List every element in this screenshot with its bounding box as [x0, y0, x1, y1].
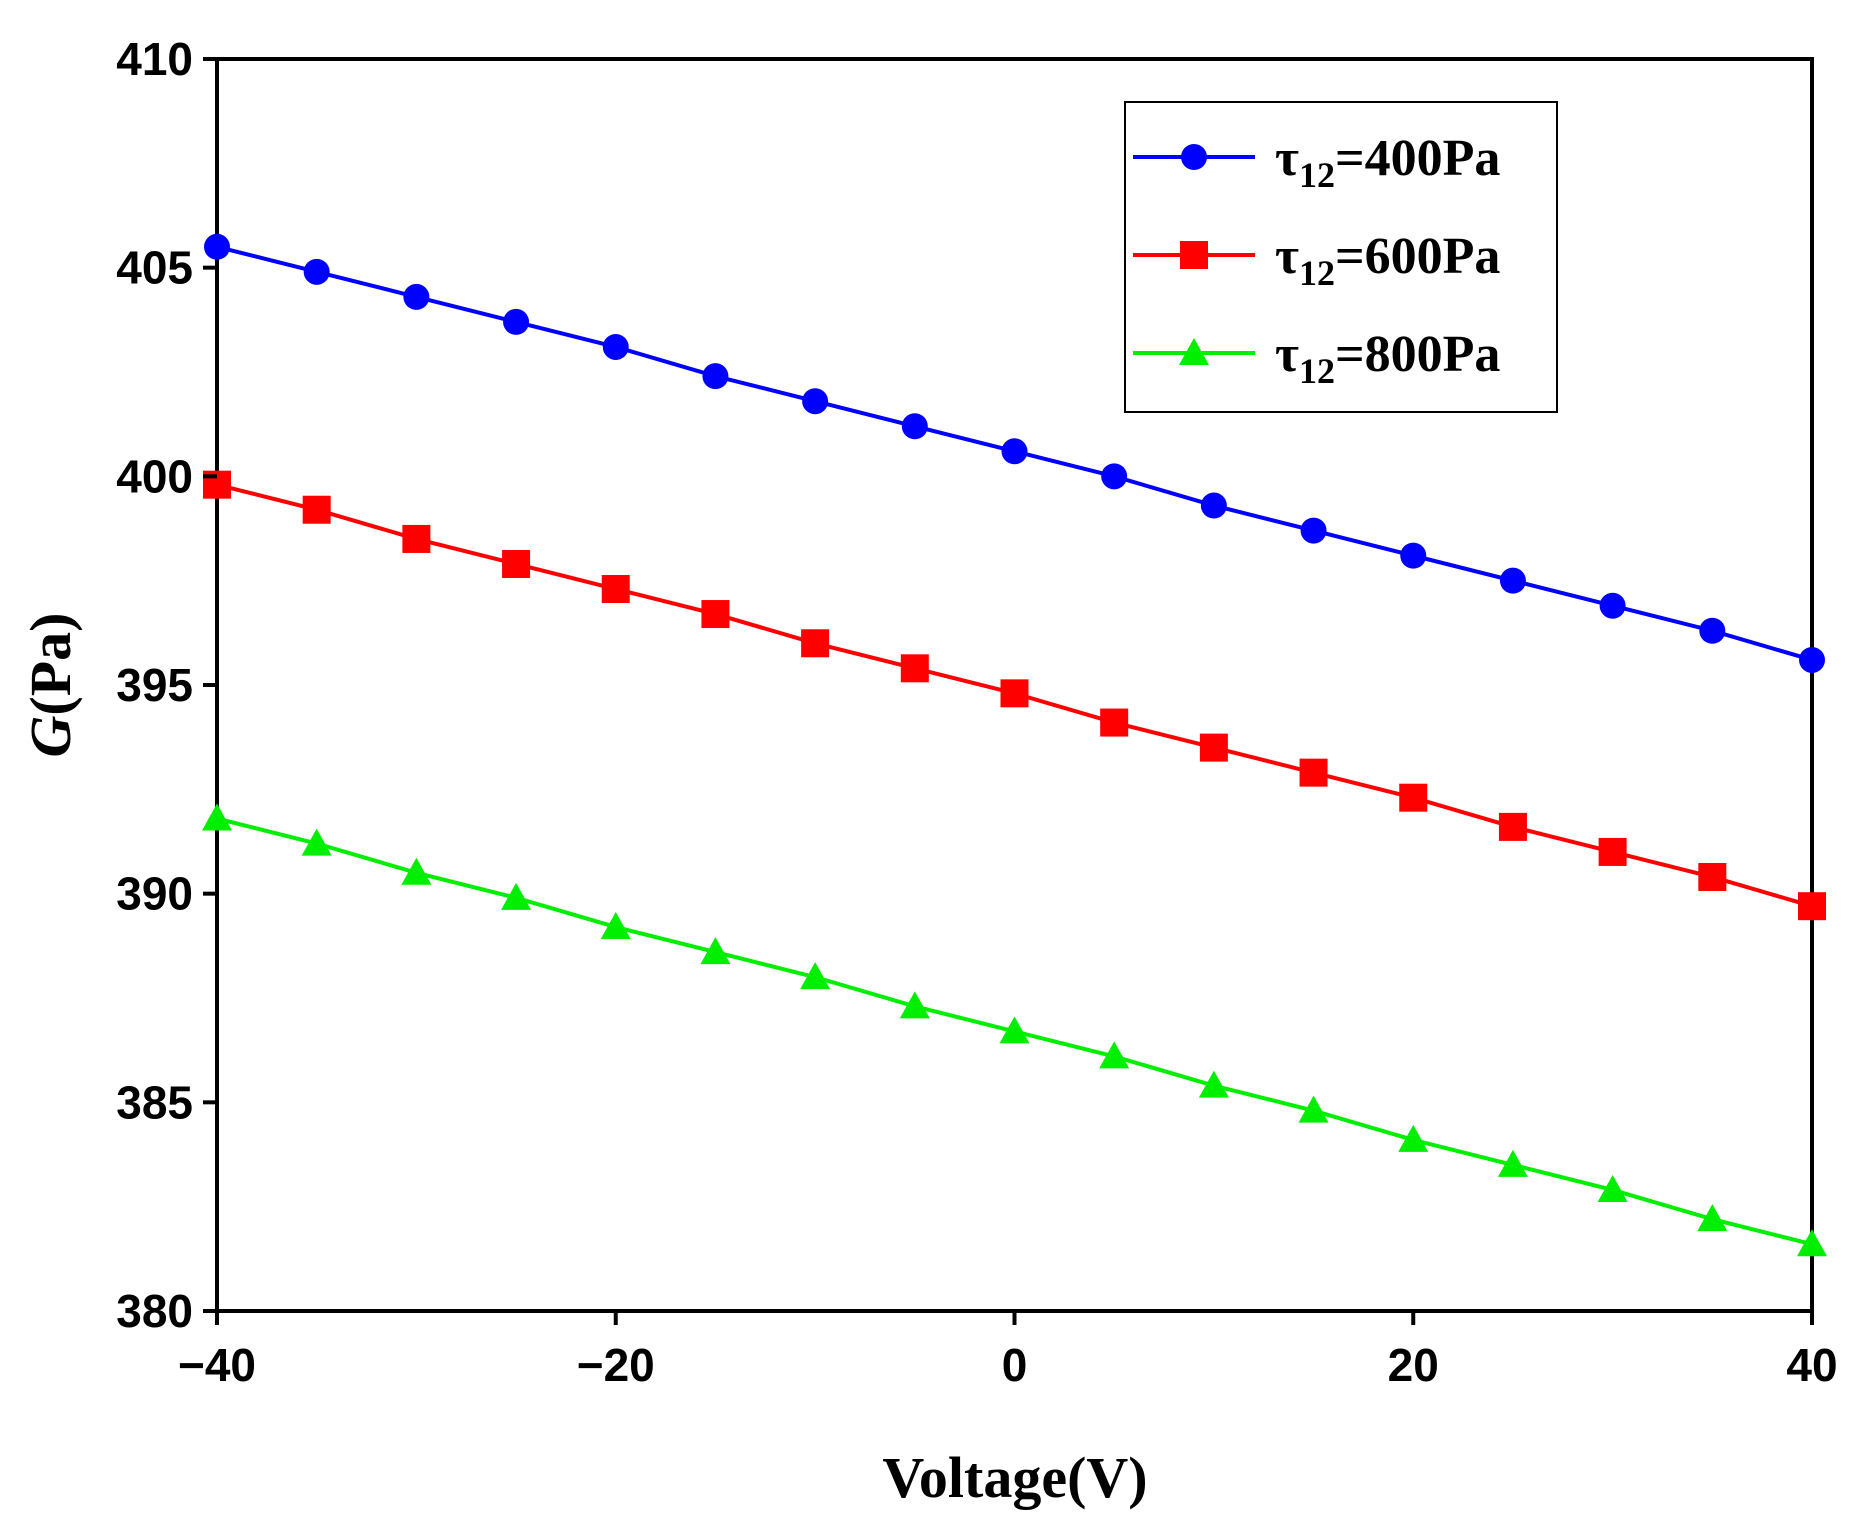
legend-marker — [1180, 241, 1208, 269]
data-point — [1499, 567, 1526, 594]
data-point — [1099, 1041, 1130, 1069]
data-point — [303, 258, 330, 285]
x-tick-label: 0 — [1002, 1339, 1028, 1391]
data-point — [204, 233, 230, 260]
data-point — [1198, 1070, 1229, 1098]
data-point — [1498, 812, 1527, 841]
legend-label-value: =600Pa — [1335, 228, 1500, 285]
y-tick-label: 395 — [116, 659, 193, 711]
series-square — [203, 470, 1826, 921]
data-point — [1400, 542, 1427, 569]
data-point — [800, 962, 831, 990]
series-layer — [202, 233, 1827, 1257]
legend-label-value: =400Pa — [1335, 130, 1500, 187]
legend-label-symbol: τ — [1275, 228, 1299, 285]
y-axis-title: G(Pa) — [18, 613, 83, 758]
data-point — [1598, 837, 1627, 866]
data-point — [802, 388, 829, 415]
series-triangle — [202, 803, 1827, 1257]
data-point — [600, 912, 631, 940]
data-point — [801, 629, 830, 658]
x-tick-label: 20 — [1388, 1339, 1439, 1391]
y-tick-label: 410 — [116, 33, 193, 85]
data-point — [1798, 892, 1826, 921]
y-tick-label: 380 — [116, 1285, 193, 1337]
x-tick-label: −20 — [577, 1339, 655, 1391]
legend-marker — [1179, 338, 1209, 365]
legend-label-symbol: τ — [1275, 326, 1299, 383]
data-point — [1100, 708, 1129, 737]
data-point — [1497, 1149, 1528, 1177]
data-point — [502, 549, 531, 578]
y-tick-label: 400 — [116, 450, 193, 502]
x-axis-title: Voltage(V) — [882, 1445, 1147, 1510]
data-point — [1699, 617, 1726, 644]
data-point — [602, 333, 629, 360]
data-point — [1001, 438, 1028, 465]
data-point — [1599, 592, 1626, 619]
y-axis-title-unit: (Pa) — [18, 613, 83, 716]
legend-label-symbol: τ — [1275, 130, 1299, 187]
data-point — [700, 937, 731, 965]
data-point — [900, 654, 929, 683]
data-point — [403, 283, 430, 310]
legend-label: τ12=400Pa — [1275, 130, 1500, 195]
legend-label-value: =800Pa — [1335, 326, 1500, 383]
legend-label: τ12=600Pa — [1275, 228, 1500, 293]
tick-layer: −40 −20 0 20 40 380 385 390 395 400 405 410 — [116, 33, 1837, 1391]
data-point — [601, 575, 630, 604]
data-point — [899, 991, 930, 1019]
data-point — [1199, 733, 1228, 762]
legend-label-subscript: 12 — [1299, 253, 1335, 293]
x-tick-label: −40 — [178, 1339, 256, 1391]
data-point — [1698, 862, 1727, 891]
data-point — [1299, 758, 1328, 787]
x-tick-label: 40 — [1786, 1339, 1837, 1391]
data-point — [402, 524, 431, 553]
data-point — [1697, 1204, 1728, 1232]
legend-label: τ12=800Pa — [1275, 326, 1500, 391]
data-point — [503, 308, 530, 335]
data-point — [301, 828, 332, 856]
legend-label-subscript: 12 — [1299, 351, 1335, 391]
data-point — [1300, 517, 1327, 544]
data-point — [999, 1016, 1030, 1044]
data-point — [1200, 492, 1227, 519]
series-circle — [204, 233, 1825, 673]
data-point — [1597, 1174, 1628, 1202]
legend-marker — [1181, 144, 1207, 170]
y-tick-label: 385 — [116, 1076, 193, 1128]
y-tick-label: 390 — [116, 868, 193, 920]
data-point — [1399, 783, 1428, 812]
data-point — [401, 857, 432, 885]
y-tick-label: 405 — [116, 242, 193, 294]
data-point — [702, 363, 729, 390]
data-point — [1101, 463, 1128, 490]
data-point — [1398, 1124, 1429, 1152]
data-point — [1298, 1095, 1329, 1123]
y-axis-title-symbol: G — [18, 715, 83, 757]
data-point — [701, 600, 730, 629]
data-point — [901, 413, 928, 440]
data-point — [501, 882, 532, 910]
data-point — [1797, 1229, 1827, 1257]
data-point — [302, 495, 331, 524]
legend-label-subscript: 12 — [1299, 155, 1335, 195]
data-point — [1000, 679, 1029, 708]
data-point — [202, 803, 232, 831]
data-point — [1799, 646, 1825, 673]
